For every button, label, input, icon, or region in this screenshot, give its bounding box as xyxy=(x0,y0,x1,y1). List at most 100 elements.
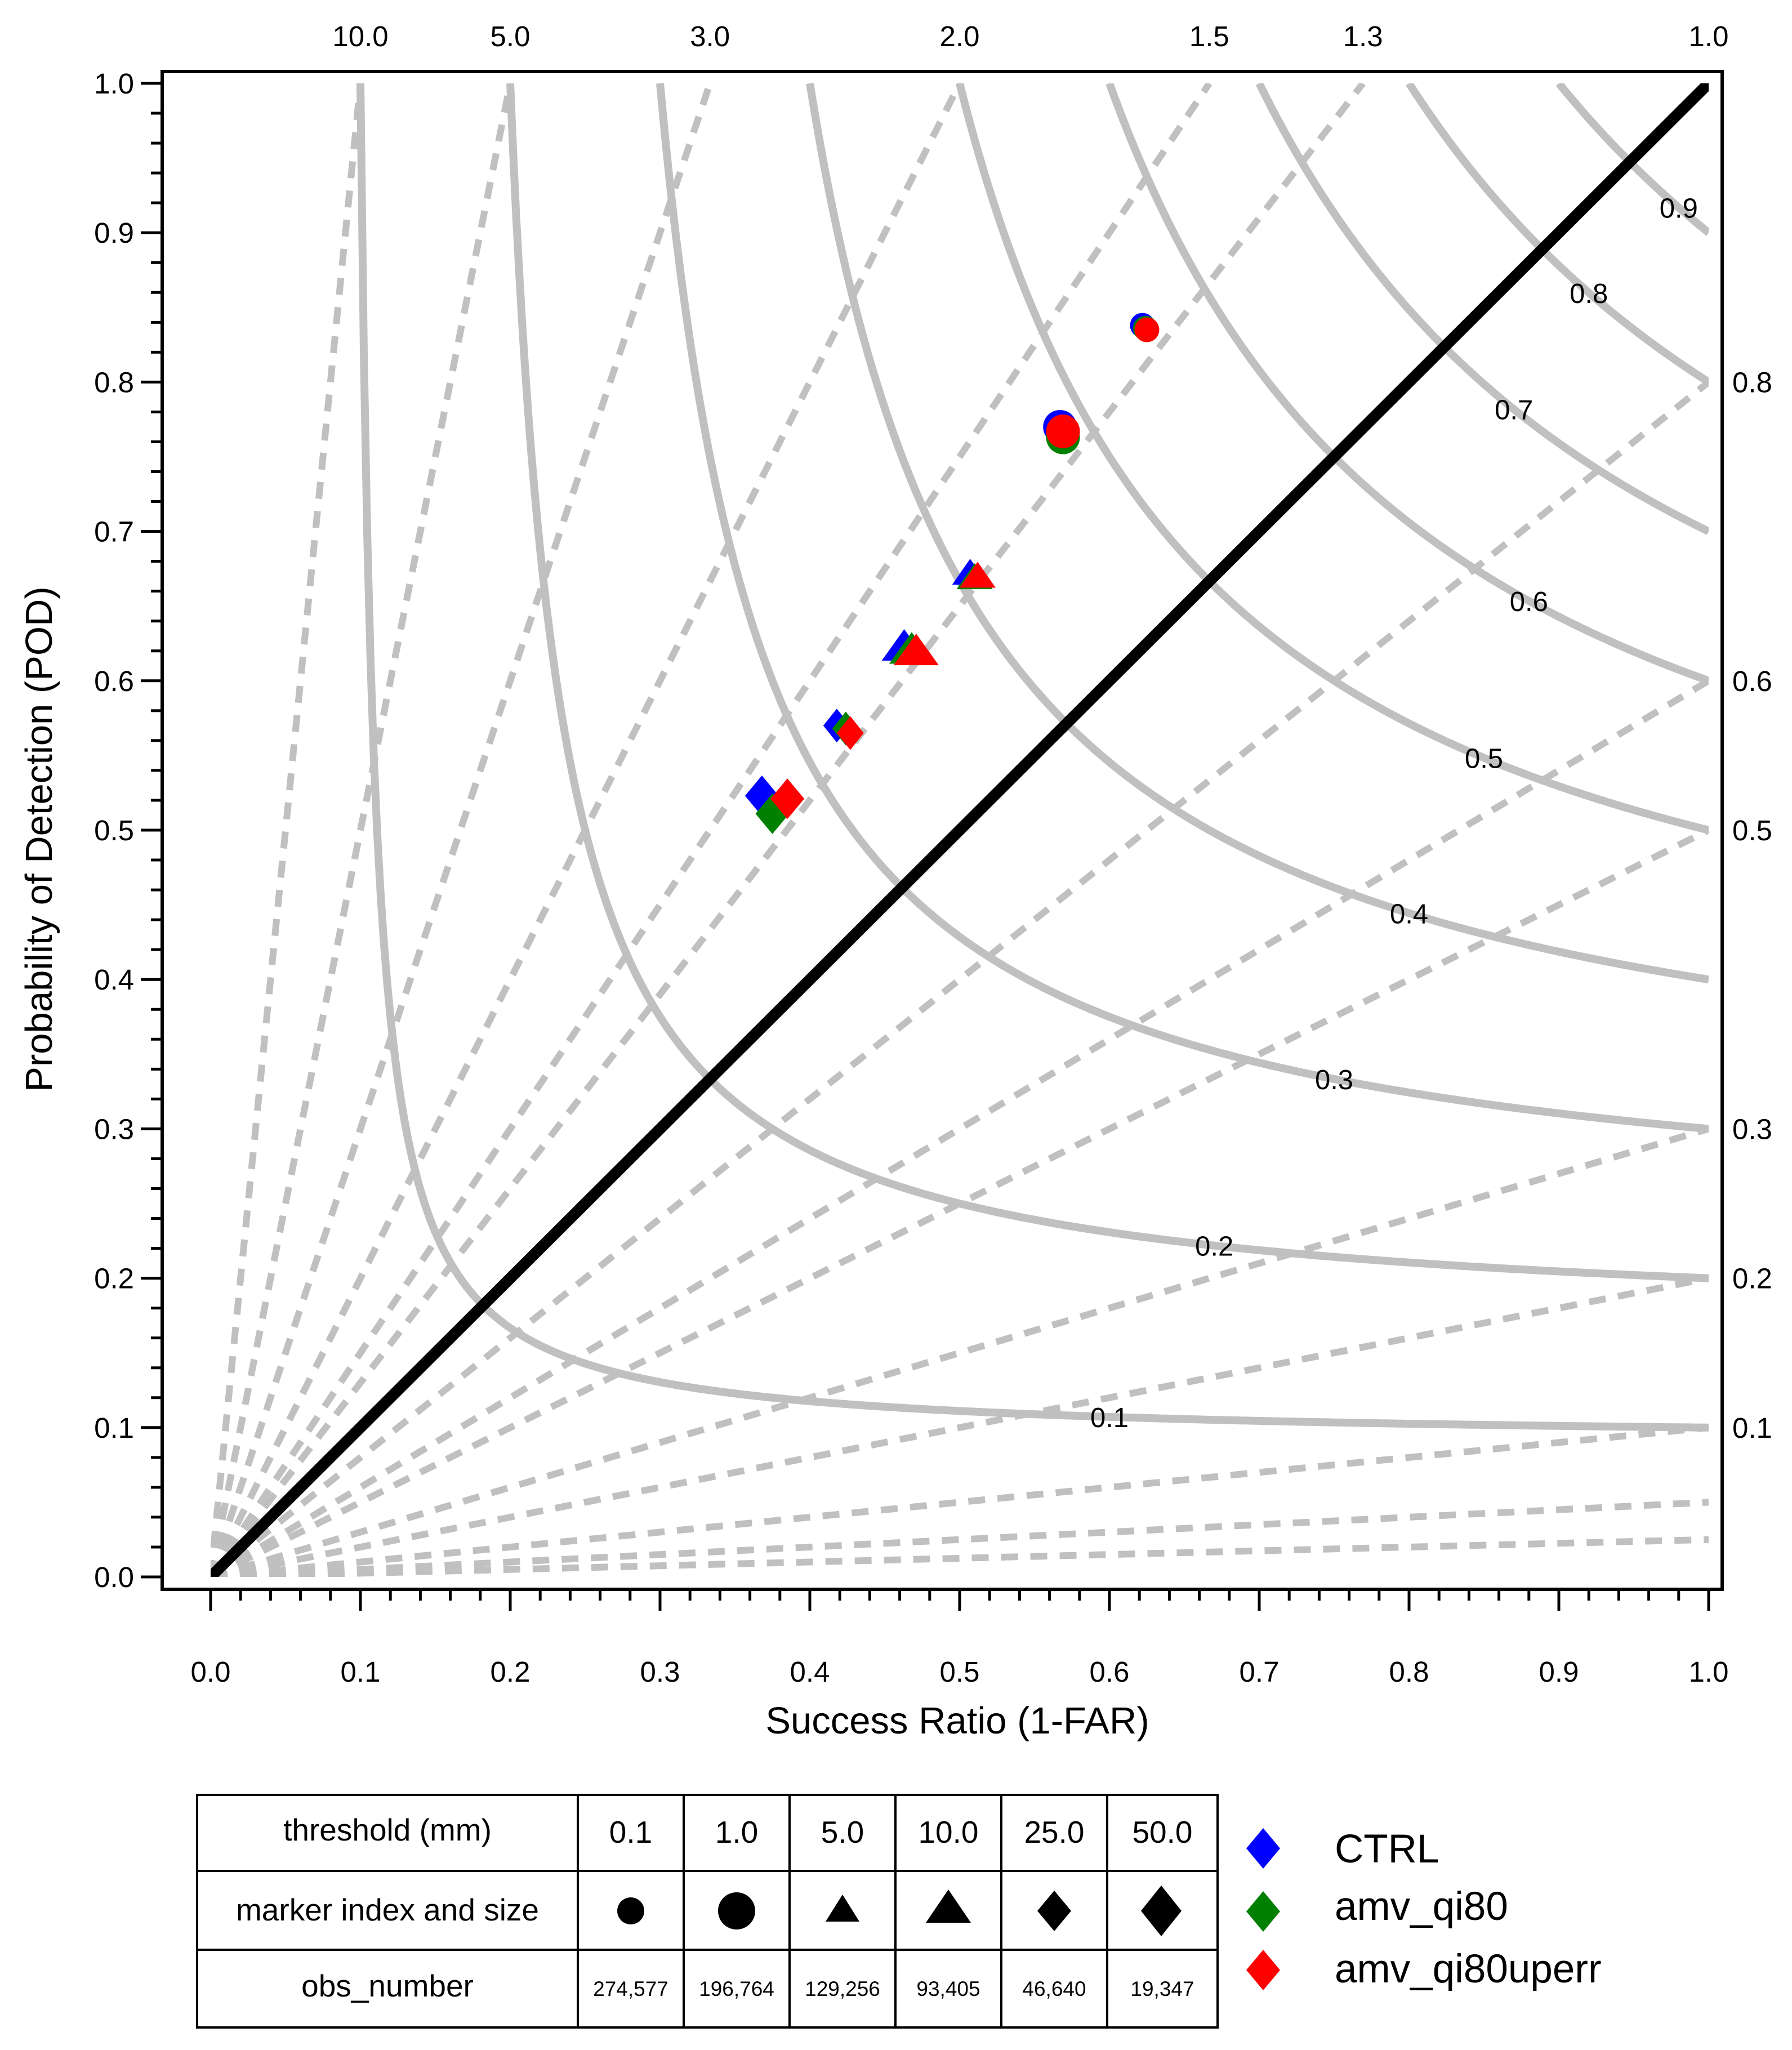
bias-line xyxy=(211,1125,1709,1577)
legend-diamond-amv-qi80uperr xyxy=(1246,1950,1280,1990)
csi-label: 0.9 xyxy=(1660,194,1698,224)
csi-label: 0.7 xyxy=(1495,395,1533,426)
csi-curve xyxy=(1406,83,1709,386)
csi-curve xyxy=(1105,83,1709,685)
bias-label: 2.0 xyxy=(940,20,980,52)
table-row-label-threshold: threshold (mm) xyxy=(283,1812,492,1847)
bias-line xyxy=(211,1424,1709,1577)
x-axis-ticks: 0.0 0.1 0.2 0.3 0.4 0.5 0.6 0.7 0.8 0.9 1.0 xyxy=(191,1589,1729,1688)
bias-line xyxy=(211,1499,1709,1577)
data-point-triangle xyxy=(893,634,939,666)
data-point-diamond xyxy=(836,716,864,750)
y-axis-title: Probability of Detection (POD) xyxy=(18,586,60,1091)
y-tick-label: 0.1 xyxy=(94,1412,134,1444)
csi-label: 0.2 xyxy=(1195,1232,1233,1262)
legend-diamond-amv-qi80 xyxy=(1246,1891,1280,1932)
legend-label-amv-qi80: amv_qi80 xyxy=(1335,1884,1508,1929)
table-marker-triangle-large xyxy=(926,1889,971,1923)
csi-label: 0.3 xyxy=(1315,1065,1353,1095)
bias-line xyxy=(211,83,963,1577)
data-points xyxy=(745,313,1160,834)
bias-label: 0.3 xyxy=(1732,1113,1772,1145)
bias-labels: 10.0 5.0 3.0 2.0 1.5 1.3 1.0 0.8 0.6 0.5 0.3 0.2 0.1 xyxy=(332,20,1772,1444)
bias-lines xyxy=(211,83,1709,1577)
y-tick-label: 0.3 xyxy=(94,1113,134,1145)
series-legend: CTRL amv_qi80 amv_qi80uperr xyxy=(1246,1827,1602,1991)
bias-label: 1.3 xyxy=(1343,20,1383,52)
y-tick-label: 0.0 xyxy=(94,1561,134,1593)
table-obs-cell: 46,640 xyxy=(1022,1977,1086,2000)
x-tick-label: 0.3 xyxy=(640,1656,680,1688)
csi-curve xyxy=(356,83,1709,1432)
csi-labels: 0.1 0.2 0.3 0.4 0.5 0.6 0.7 0.8 0.9 xyxy=(1090,194,1698,1433)
table-obs-cell: 129,256 xyxy=(805,1977,880,2000)
y-axis-ticks: 0.0 0.1 0.2 0.3 0.4 0.5 0.6 0.7 0.8 0.9 1.0 xyxy=(94,68,162,1593)
bias-label: 0.2 xyxy=(1732,1263,1772,1295)
csi-label: 0.5 xyxy=(1465,744,1503,774)
bias-line xyxy=(211,1274,1709,1577)
bias-line xyxy=(211,83,514,1577)
y-tick-label: 0.9 xyxy=(94,217,134,249)
perfect-bias-line xyxy=(211,83,1709,1577)
x-tick-label: 0.6 xyxy=(1090,1656,1130,1688)
bias-label: 10.0 xyxy=(332,20,388,52)
table-obs-cell: 196,764 xyxy=(699,1977,774,2000)
table-threshold-cell: 10.0 xyxy=(918,1815,978,1850)
data-point-diamond xyxy=(770,778,805,819)
bias-line xyxy=(211,83,1366,1577)
table-threshold-cell: 5.0 xyxy=(821,1815,864,1850)
bias-label: 1.5 xyxy=(1189,20,1229,52)
y-tick-label: 0.6 xyxy=(94,665,134,697)
bias-line xyxy=(211,83,364,1577)
table-obs-cell: 93,405 xyxy=(916,1977,980,2000)
y-tick-label: 0.5 xyxy=(94,814,134,846)
csi-label: 0.1 xyxy=(1090,1403,1129,1433)
y-tick-label: 0.8 xyxy=(94,366,134,398)
y-tick-label: 1.0 xyxy=(94,68,134,100)
table-threshold-cell: 1.0 xyxy=(715,1815,758,1850)
x-axis-title: Success Ratio (1-FAR) xyxy=(765,1700,1149,1742)
threshold-table: threshold (mm) marker index and size obs… xyxy=(196,1794,1219,2029)
data-point-triangle xyxy=(959,561,996,588)
data-point-circle xyxy=(1046,414,1080,448)
table-obs-cell: 19,347 xyxy=(1130,1977,1194,2000)
data-point-circle xyxy=(1134,317,1160,342)
legend-label-ctrl: CTRL xyxy=(1335,1827,1439,1871)
bias-line xyxy=(211,83,714,1577)
table-marker-diamond-small xyxy=(1037,1891,1071,1931)
table-row-label-obs: obs_number xyxy=(301,1968,474,2003)
table-row-label-marker: marker index and size xyxy=(236,1892,539,1927)
bias-line xyxy=(211,379,1709,1577)
bias-label: 0.1 xyxy=(1732,1412,1772,1444)
table-threshold-cell: 50.0 xyxy=(1132,1815,1192,1850)
table-border xyxy=(196,1794,1219,2029)
bias-line xyxy=(211,83,1213,1577)
bias-label: 0.5 xyxy=(1732,814,1772,846)
x-tick-label: 0.4 xyxy=(790,1656,830,1688)
bias-line xyxy=(211,827,1709,1577)
x-tick-label: 0.7 xyxy=(1240,1656,1280,1688)
csi-curve xyxy=(1255,83,1709,535)
perfect-bias-line-group xyxy=(211,83,1709,1577)
csi-label: 0.6 xyxy=(1510,587,1548,617)
bias-label: 0.8 xyxy=(1732,366,1772,398)
table-threshold-cell: 0.1 xyxy=(609,1815,652,1850)
x-tick-label: 0.9 xyxy=(1539,1656,1579,1688)
bias-label: 3.0 xyxy=(690,20,730,52)
x-tick-label: 1.0 xyxy=(1689,1656,1729,1688)
csi-label: 0.8 xyxy=(1570,279,1608,309)
x-tick-label: 0.5 xyxy=(940,1656,980,1688)
table-marker-diamond-large xyxy=(1141,1886,1182,1936)
table-marker-circle-small xyxy=(617,1897,644,1924)
table-obs-cell: 274,577 xyxy=(593,1977,668,2000)
legend-label-amv-qi80uperr: amv_qi80uperr xyxy=(1335,1947,1602,1991)
bias-label: 0.6 xyxy=(1732,665,1772,697)
y-tick-label: 0.4 xyxy=(94,964,134,996)
table-marker-circle-large xyxy=(718,1892,755,1929)
x-tick-label: 0.2 xyxy=(491,1656,531,1688)
x-tick-label: 0.1 xyxy=(341,1656,381,1688)
table-threshold-cell: 25.0 xyxy=(1024,1815,1084,1850)
x-tick-label: 0.0 xyxy=(191,1656,231,1688)
x-tick-label: 0.8 xyxy=(1389,1656,1429,1688)
